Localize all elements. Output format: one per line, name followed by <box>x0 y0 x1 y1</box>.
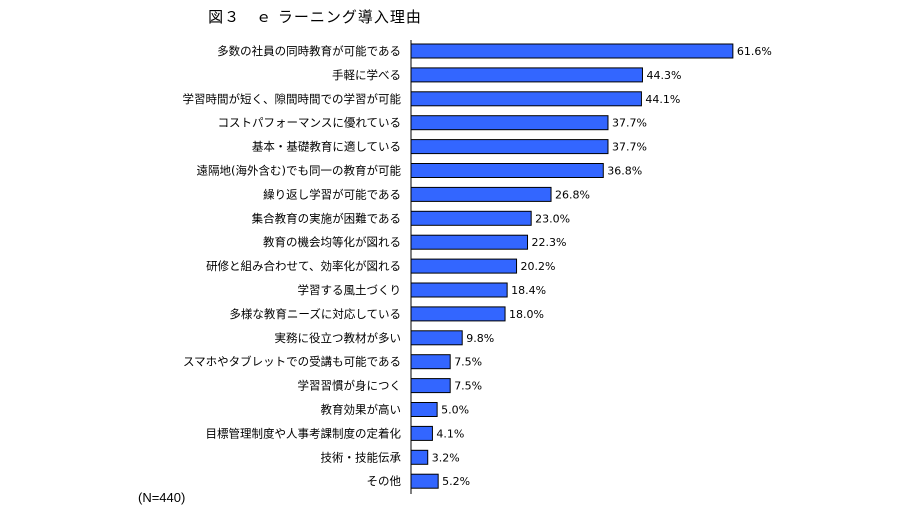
value-label: 5.2% <box>442 475 470 488</box>
category-label: 集合教育の実施が困難である <box>252 211 401 225</box>
bar <box>410 449 429 465</box>
category-label: 学習時間が短く、隙間時間での学習が可能 <box>183 92 402 106</box>
bar <box>410 378 451 394</box>
bar <box>410 306 506 322</box>
category-label: 繰り返し学習が可能である <box>263 187 401 201</box>
bar <box>410 330 463 346</box>
bar <box>410 473 439 489</box>
category-label: 手軽に学べる <box>332 68 401 82</box>
bar <box>410 354 451 370</box>
value-label: 37.7% <box>612 117 647 130</box>
value-label: 23.0% <box>535 212 570 225</box>
bar <box>410 139 609 155</box>
sample-size-note: (N=440) <box>138 490 186 505</box>
category-label: 教育効果が高い <box>321 403 402 417</box>
bars-group: 多数の社員の同時教育が可能である 61.6% 手軽に学べる 44.3% 学習時間が短く、… <box>183 43 772 489</box>
category-label: コストパフォーマンスに優れている <box>218 116 401 130</box>
value-label: 4.1% <box>436 427 464 440</box>
bar <box>410 115 609 131</box>
bar <box>410 425 433 441</box>
value-label: 22.3% <box>532 236 567 249</box>
category-label: 学習習慣が身につく <box>298 379 402 393</box>
value-label: 3.2% <box>432 451 460 464</box>
value-label: 20.2% <box>521 260 556 273</box>
category-label: 多様な教育ニーズに対応している <box>229 307 401 321</box>
value-label: 18.4% <box>511 284 546 297</box>
value-label: 9.8% <box>466 332 494 345</box>
value-label: 37.7% <box>612 141 647 154</box>
bar <box>410 234 529 250</box>
category-label: 学習する風土づくり <box>298 283 402 297</box>
bar <box>410 163 604 178</box>
category-label: 多数の社員の同時教育が可能である <box>217 44 401 58</box>
bar <box>410 67 643 83</box>
category-label: 目標管理制度や人事考課制度の定着化 <box>206 426 402 440</box>
category-label: 研修と組み合わせて、効率化が図れる <box>206 259 401 273</box>
category-label: その他 <box>367 474 402 488</box>
category-label: スマホやタブレットでの受講も可能である <box>183 355 401 369</box>
bar <box>410 282 508 298</box>
chart-title: 図３ ｅ ラーニング導入理由 <box>208 8 422 26</box>
bar <box>410 91 642 107</box>
bar <box>410 402 438 417</box>
value-label: 36.8% <box>607 165 642 178</box>
bar <box>410 258 518 274</box>
value-label: 7.5% <box>454 380 482 393</box>
category-label: 基本・基礎教育に適している <box>252 140 401 154</box>
bar <box>410 210 532 226</box>
category-label: 教育の機会均等化が図れる <box>263 235 401 249</box>
bar <box>410 186 552 202</box>
value-label: 44.1% <box>645 93 680 106</box>
value-label: 5.0% <box>441 404 469 417</box>
value-label: 44.3% <box>646 69 681 82</box>
category-label: 実務に役立つ教材が多い <box>275 331 402 345</box>
value-label: 18.0% <box>509 308 544 321</box>
value-label: 61.6% <box>737 45 772 58</box>
category-label: 遠隔地(海外含む)でも同一の教育が可能 <box>197 164 402 178</box>
value-label: 7.5% <box>454 356 482 369</box>
category-label: 技術・技能伝承 <box>321 450 402 464</box>
value-label: 26.8% <box>555 188 590 201</box>
bar <box>410 43 734 59</box>
